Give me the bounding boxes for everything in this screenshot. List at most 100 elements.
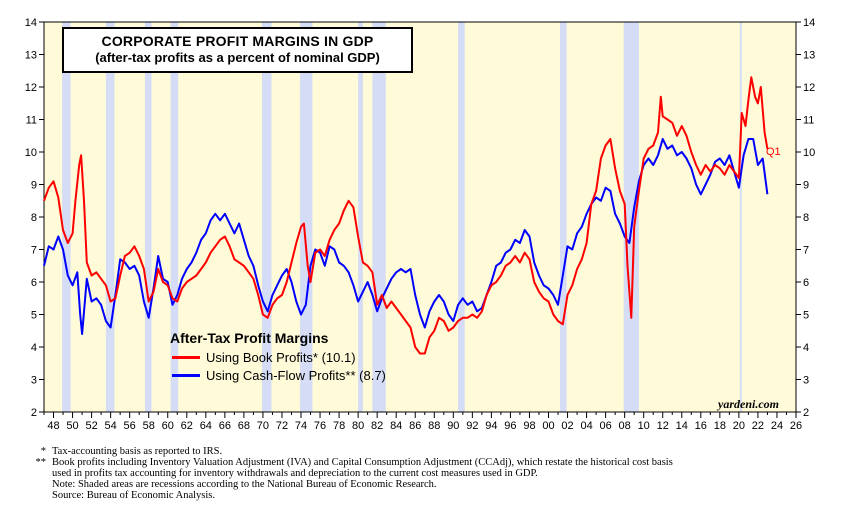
series-cashflow-profits [43,138,769,335]
x-tick-label-82: 82 [371,420,383,432]
y-tick-label-right-4: 4 [803,342,809,354]
x-tick-label-54: 54 [105,420,117,432]
x-tick-label-52: 52 [85,420,97,432]
footnote-2: ** Book profits including Inventory Valu… [30,457,830,468]
x-tick-label-84: 84 [390,420,402,432]
x-tick-label-50: 50 [66,420,78,432]
y-tick-label-left-8: 8 [31,212,37,224]
y-tick-label-right-6: 6 [803,277,809,289]
recession-band-11 [739,22,742,412]
x-tick-label-14: 14 [676,420,688,432]
x-tick-label-22: 22 [752,420,764,432]
plot-background [44,22,796,412]
x-tick-label-96: 96 [504,420,516,432]
recession-band-9 [559,22,567,412]
end-label: Q1 [766,146,781,158]
footnotes: * Tax-accounting basis as reported to IR… [30,446,830,501]
recession-bands [62,22,742,412]
x-tick-label-74: 74 [295,420,307,432]
chart-subtitle: (after-tax profits as a percent of nomin… [95,50,380,65]
y-tick-label-left-3: 3 [31,375,37,387]
x-tick-label-18: 18 [714,420,726,432]
x-tick-label-04: 04 [580,420,592,432]
y-tick-label-left-14: 14 [25,17,37,29]
x-tick-label-76: 76 [314,420,326,432]
legend-title: After-Tax Profit Margins [170,330,329,346]
footnote-1: * Tax-accounting basis as reported to IR… [30,446,830,457]
y-tick-label-right-11: 11 [803,115,814,127]
y-tick-label-left-9: 9 [31,180,37,192]
x-tick-label-98: 98 [523,420,535,432]
chart-title: CORPORATE PROFIT MARGINS IN GDP [101,33,374,49]
legend-entry-cashflow: Using Cash-Flow Profits** (8.7) [170,366,386,384]
x-tick-label-58: 58 [143,420,155,432]
legend-entry-book: Using Book Profits* (10.1) [170,348,386,366]
recession-band-5 [300,22,313,412]
x-tick-label-68: 68 [238,420,250,432]
recession-band-7 [372,22,386,412]
recession-band-8 [458,22,465,412]
y-tick-label-left-4: 4 [31,342,37,354]
y-tick-label-left-5: 5 [31,310,37,322]
legend-label-cashflow: Using Cash-Flow Profits** (8.7) [206,367,386,383]
y-tick-label-right-5: 5 [803,310,809,322]
y-tick-label-left-2: 2 [31,407,37,419]
x-tick-label-12: 12 [657,420,669,432]
x-tick-label-60: 60 [162,420,174,432]
y-tick-label-right-12: 12 [803,82,815,94]
recession-band-1 [105,22,115,412]
footnote-source: Source: Bureau of Economic Analysis. [52,490,216,501]
legend-swatch-red [172,355,200,359]
footnote-note: Note: Shaded areas are recessions accord… [52,479,437,490]
recession-band-3 [170,22,179,412]
y-tick-label-left-10: 10 [25,147,37,159]
x-tick-label-80: 80 [352,420,364,432]
legend-swatch-blue [172,373,200,377]
x-tick-label-26: 26 [790,420,802,432]
recession-band-2 [144,22,152,412]
x-tick-label-08: 08 [619,420,631,432]
y-tick-label-left-7: 7 [31,245,37,257]
x-tick-label-86: 86 [409,420,421,432]
legend: After-Tax Profit Margins Using Book Prof… [170,330,386,384]
x-tick-label-24: 24 [771,420,783,432]
recession-band-10 [623,22,639,412]
x-tick-label-64: 64 [200,420,212,432]
x-tick-label-16: 16 [695,420,707,432]
x-tick-label-48: 48 [47,420,59,432]
legend-label-book: Using Book Profits* (10.1) [206,349,356,365]
y-tick-label-right-7: 7 [803,245,809,257]
recession-band-4 [261,22,272,412]
chart-title-box: CORPORATE PROFIT MARGINS IN GDP (after-t… [62,27,413,73]
x-tick-label-06: 06 [599,420,611,432]
x-tick-label-10: 10 [638,420,650,432]
x-tick-label-20: 20 [733,420,745,432]
y-tick-label-right-8: 8 [803,212,809,224]
y-tick-label-left-12: 12 [25,82,37,94]
x-tick-label-94: 94 [485,420,497,432]
plot-area [44,22,796,412]
x-tick-label-70: 70 [257,420,269,432]
x-tick-label-00: 00 [542,420,554,432]
footnote-2-text: Book profits including Inventory Valuati… [52,457,673,468]
x-tick-label-90: 90 [447,420,459,432]
series-book-profits [43,76,769,355]
x-tick-label-02: 02 [561,420,573,432]
y-tick-label-right-13: 13 [803,50,815,62]
x-tick-label-92: 92 [466,420,478,432]
y-tick-label-right-2: 2 [803,407,809,419]
x-tick-label-88: 88 [428,420,440,432]
x-tick-label-72: 72 [276,420,288,432]
footnote-2-mark: ** [35,457,47,468]
y-tick-label-left-11: 11 [26,115,37,127]
y-tick-label-left-13: 13 [25,50,37,62]
x-tick-label-66: 66 [219,420,231,432]
y-tick-label-left-6: 6 [31,277,37,289]
y-tick-label-right-10: 10 [803,147,815,159]
y-tick-label-right-3: 3 [803,375,809,387]
y-tick-label-right-14: 14 [803,17,815,29]
footnote-1-text: Tax-accounting basis as reported to IRS. [52,446,223,457]
y-tick-label-right-9: 9 [803,180,809,192]
